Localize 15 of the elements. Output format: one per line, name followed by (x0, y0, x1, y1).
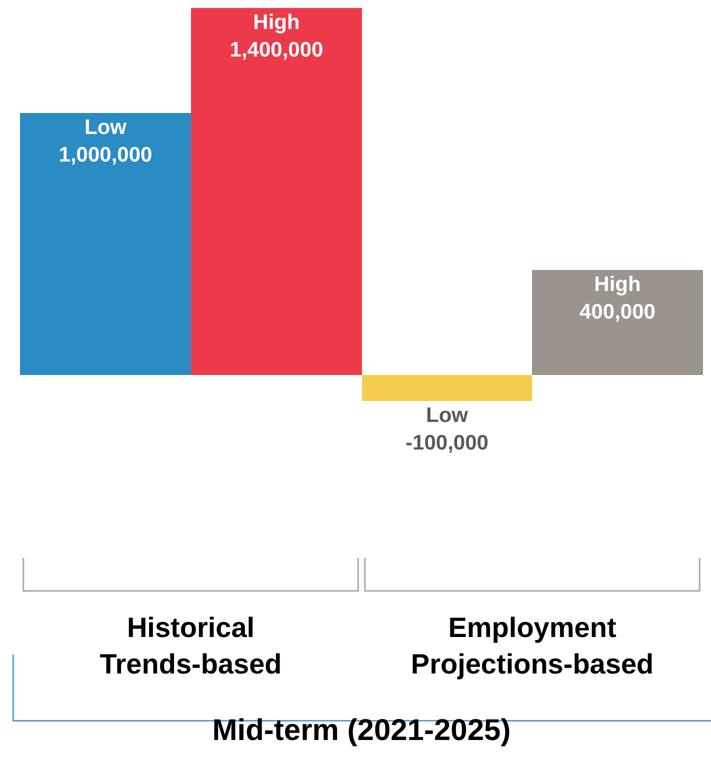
text: Low (426, 404, 468, 427)
bar (20, 113, 191, 375)
data-label: 400,000 (580, 300, 656, 324)
bar (532, 270, 703, 375)
series-label: High (253, 11, 300, 34)
x-tick-label: Employment Projections-based (410, 612, 654, 680)
data-label: 1,000,000 (58, 143, 152, 166)
bar (362, 375, 532, 401)
x-axis-title: Mid-term (2021-2025) (212, 714, 511, 747)
bar (191, 8, 362, 375)
text: High (594, 273, 641, 296)
data-label: 1,400,000 (230, 38, 324, 62)
series-label: Low (84, 116, 128, 139)
x-tick-label: Historical Trends-based (100, 612, 282, 680)
data-label: -100,000 (406, 431, 488, 454)
